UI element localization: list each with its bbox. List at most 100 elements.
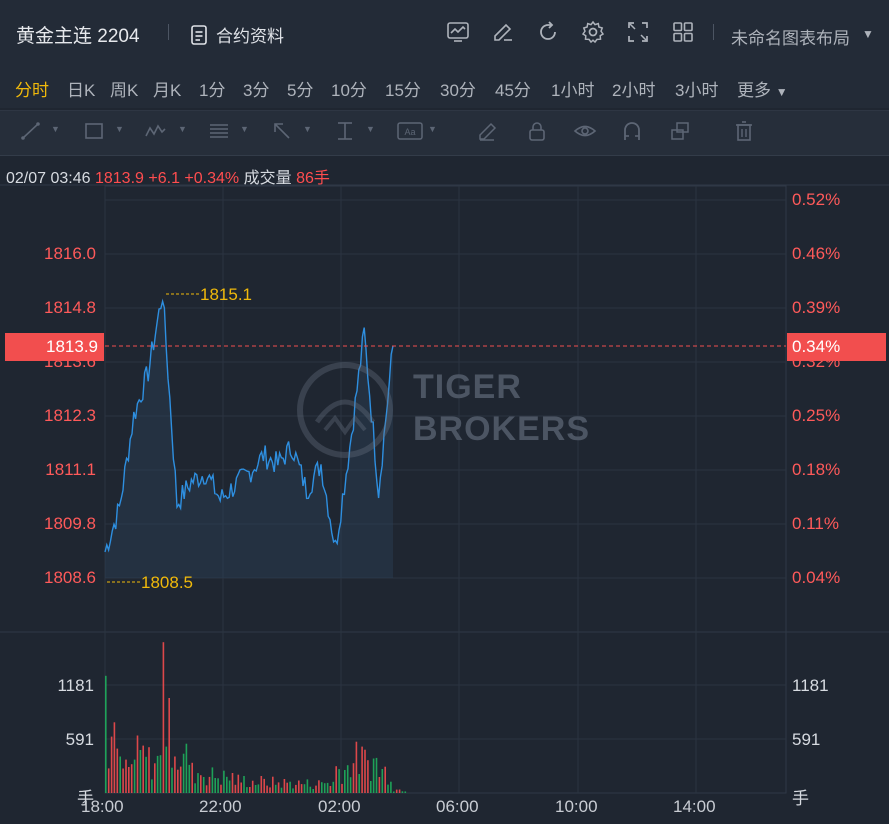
magnet-icon[interactable] xyxy=(621,120,643,142)
volume-bar xyxy=(352,763,355,793)
chevron-down-icon[interactable]: ▼ xyxy=(303,124,312,134)
period-tab[interactable]: 1分 xyxy=(199,81,226,100)
volume-bar xyxy=(277,782,280,793)
volume-bar xyxy=(249,787,251,793)
chevron-down-icon[interactable]: ▼ xyxy=(178,124,187,134)
volume-bar xyxy=(286,782,288,793)
chevron-down-icon[interactable]: ▼ xyxy=(51,124,60,134)
contract-info-button[interactable]: 合约资料 xyxy=(190,22,284,47)
price-tick-label: 1811.1 xyxy=(45,460,96,479)
chevron-down-icon[interactable]: ▼ xyxy=(366,124,375,134)
volume-bar xyxy=(349,777,352,793)
period-tab[interactable]: 30分 xyxy=(440,81,476,100)
volume-unit-label: 手 xyxy=(792,789,809,808)
volume-unit-label: 手 xyxy=(77,789,94,808)
volume-bar xyxy=(346,765,349,793)
trash-icon[interactable] xyxy=(733,120,755,142)
volume-bar xyxy=(142,745,144,793)
volume-bar xyxy=(128,767,130,793)
instrument-title[interactable]: 黄金主连 2204 xyxy=(16,26,140,47)
period-bar xyxy=(0,66,889,108)
volume-bar xyxy=(289,781,291,793)
volume-bar xyxy=(257,784,260,793)
volume-bar xyxy=(200,775,202,793)
period-tab[interactable]: 日K xyxy=(67,81,96,100)
chevron-down-icon[interactable]: ▼ xyxy=(862,27,874,41)
volume-bar xyxy=(223,770,225,793)
volume-bar xyxy=(159,755,162,793)
period-tab[interactable]: 周K xyxy=(110,81,139,100)
volume-bar xyxy=(315,785,317,793)
time-tick-label: 02:00 xyxy=(318,797,361,816)
volume-bar xyxy=(174,756,176,793)
volume-bar xyxy=(326,782,329,793)
period-tab[interactable]: 5分 xyxy=(287,81,314,100)
lock-icon[interactable] xyxy=(526,120,548,142)
pattern-tool-icon[interactable] xyxy=(144,120,166,142)
quote-volume: 86手 xyxy=(296,170,330,187)
arrow-tool-icon[interactable] xyxy=(271,120,293,142)
pct-tick-label: 0.18% xyxy=(792,460,841,479)
volume-bar xyxy=(292,788,294,793)
price-area-fill xyxy=(105,301,393,578)
time-tick-label: 18:00 xyxy=(81,797,124,816)
time-tick-label: 06:00 xyxy=(436,797,479,816)
text-tool-icon[interactable]: Aa xyxy=(396,120,424,142)
current-pct-tag: 0.34% xyxy=(787,333,886,361)
period-tab[interactable]: 10分 xyxy=(331,81,367,100)
price-tick-label: 1809.8 xyxy=(44,514,96,533)
volume-bar xyxy=(185,743,188,793)
volume-bar xyxy=(370,781,372,793)
period-tab[interactable]: 月K xyxy=(153,81,182,100)
settings-icon[interactable] xyxy=(581,20,605,44)
volume-bar xyxy=(231,773,234,793)
chevron-down-icon: ▼ xyxy=(775,85,788,99)
period-tab[interactable]: 1小时 xyxy=(551,81,595,100)
draw-edit-icon[interactable] xyxy=(491,20,515,44)
volume-bar xyxy=(156,755,159,793)
line-tool-icon[interactable] xyxy=(20,120,42,142)
rectangle-tool-icon[interactable] xyxy=(83,120,105,142)
brush-icon[interactable] xyxy=(476,120,498,142)
pct-tick-label: 0.52% xyxy=(792,190,841,209)
period-tab[interactable]: 15分 xyxy=(385,81,421,100)
period-tab[interactable]: 3分 xyxy=(243,81,270,100)
period-more[interactable]: 更多 ▼ xyxy=(737,76,788,101)
volume-tick-label: 591 xyxy=(792,730,821,749)
watermark-text: TIGER BROKERS xyxy=(413,367,590,451)
volume-bar xyxy=(312,789,314,793)
volume-bar xyxy=(171,767,173,793)
volume-bar xyxy=(372,758,375,793)
volume-bar xyxy=(168,698,170,793)
fibonacci-tool-icon[interactable] xyxy=(208,120,230,142)
period-tab[interactable]: 分时 xyxy=(15,81,49,100)
quote-info-line: 02/07 03:46 1813.9 +6.1 +0.34% 成交量 86手 xyxy=(6,164,330,188)
chart-layout-name[interactable]: 未命名图表布局 xyxy=(731,29,850,48)
volume-bar xyxy=(205,785,208,793)
volume-bar xyxy=(390,781,392,793)
fullscreen-icon[interactable] xyxy=(626,20,650,44)
current-price-tag: 1813.9 xyxy=(5,333,104,361)
indicator-icon[interactable] xyxy=(446,20,470,44)
volume-bar xyxy=(269,787,271,793)
chevron-down-icon[interactable]: ▼ xyxy=(115,124,124,134)
volume-bar xyxy=(375,757,378,793)
time-tick-label: 10:00 xyxy=(555,797,598,816)
refresh-icon[interactable] xyxy=(536,20,560,44)
volume-bar xyxy=(136,735,139,793)
grid-layout-icon[interactable] xyxy=(671,20,695,44)
period-tab[interactable]: 2小时 xyxy=(612,81,656,100)
chevron-down-icon[interactable]: ▼ xyxy=(428,124,437,134)
volume-bar xyxy=(133,759,136,793)
volume-bar xyxy=(272,776,274,793)
layers-icon[interactable] xyxy=(669,120,691,142)
volume-label: 成交量 xyxy=(243,170,292,187)
chevron-down-icon[interactable]: ▼ xyxy=(240,124,249,134)
volume-bar xyxy=(208,776,211,793)
measure-tool-icon[interactable] xyxy=(334,120,356,142)
volume-bar xyxy=(202,777,205,793)
period-tab[interactable]: 3小时 xyxy=(675,81,719,100)
period-tab[interactable]: 45分 xyxy=(495,81,531,100)
eye-icon[interactable] xyxy=(573,120,597,142)
